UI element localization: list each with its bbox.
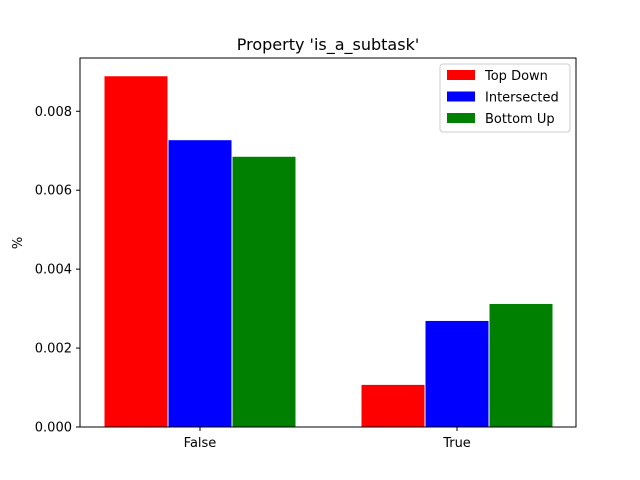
bar-bottom-up-true <box>488 302 554 428</box>
y-axis-label: % <box>11 237 26 249</box>
y-tick-label: 0.006 <box>35 184 72 199</box>
bar-intersected-false <box>167 139 233 428</box>
legend-swatch <box>447 70 475 80</box>
legend-label: Top Down <box>484 69 548 84</box>
axes-group: 0.000 0.002 0.004 0.006 0.008 False True <box>35 57 577 451</box>
bar-intersected-true <box>424 319 490 428</box>
y-tick-label: 0.004 <box>35 263 72 278</box>
bar-top-down-false <box>103 75 169 428</box>
bar-top-down-true <box>360 383 426 428</box>
x-tick-label: False <box>184 436 217 451</box>
y-tick-label: 0.002 <box>35 342 72 357</box>
legend-swatch <box>447 113 475 123</box>
chart-title: Property 'is_a_subtask' <box>237 35 419 55</box>
y-tick-label: 0.000 <box>35 421 72 436</box>
x-tick-label: True <box>442 436 471 451</box>
bars-group <box>103 75 554 428</box>
legend-label: Intersected <box>485 91 559 106</box>
y-tick-label: 0.008 <box>35 105 72 120</box>
legend: Top Down Intersected Bottom Up <box>439 63 571 133</box>
legend-swatch <box>447 91 475 102</box>
legend-label: Bottom Up <box>485 112 555 127</box>
bar-bottom-up-false <box>231 155 297 428</box>
plot-frame <box>79 57 577 428</box>
